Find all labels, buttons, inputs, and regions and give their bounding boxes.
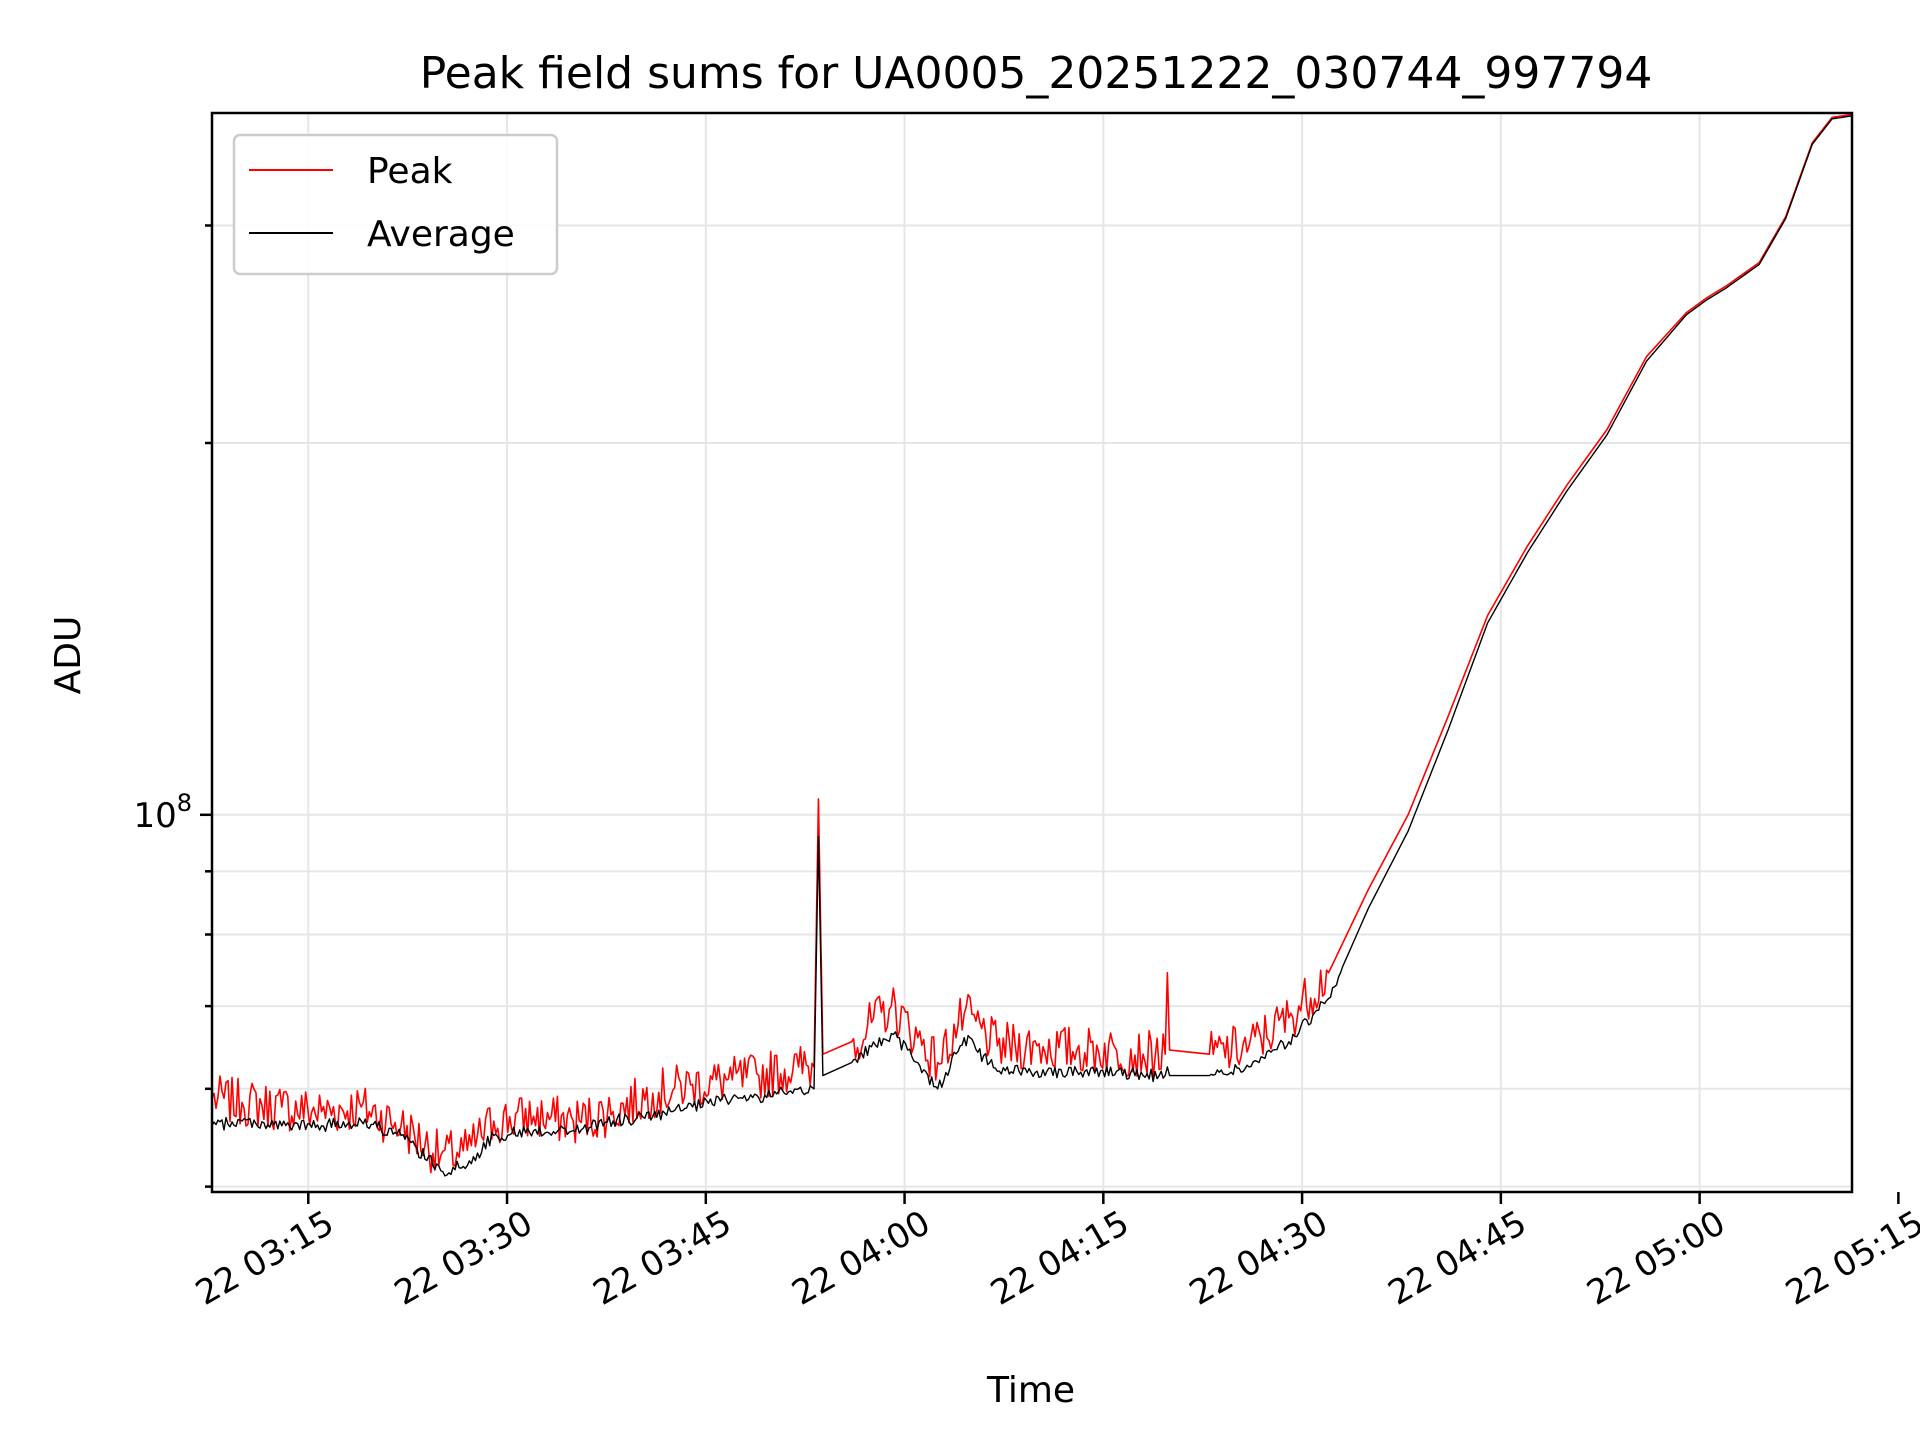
y-tick-label: 108 <box>133 789 192 836</box>
x-axis-label: Time <box>986 1370 1075 1411</box>
chart-title: Peak field sums for UA0005_20251222_0307… <box>420 48 1653 99</box>
plot-frame <box>210 111 1854 1194</box>
series-layer <box>211 113 1853 1177</box>
legend-label-average: Average <box>367 214 515 255</box>
y-axis-label: ADU <box>48 616 89 695</box>
legend: Peak Average <box>232 133 559 276</box>
legend-label-peak: Peak <box>367 151 453 192</box>
series-line-peak <box>211 113 1853 1174</box>
series-line-average <box>211 115 1853 1177</box>
